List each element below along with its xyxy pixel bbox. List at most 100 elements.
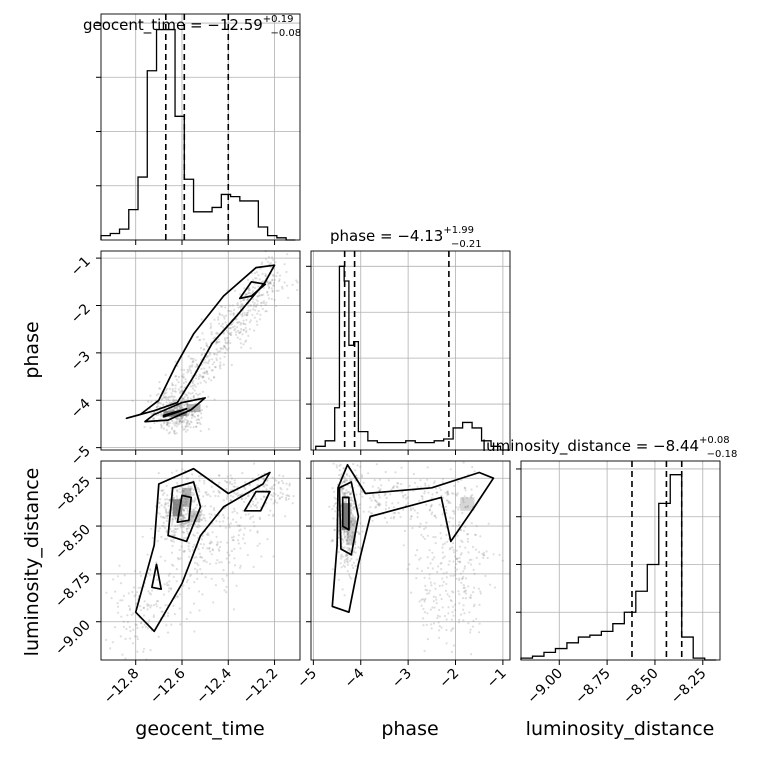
pair-1-sample-point: [253, 525, 256, 528]
pair-2-sample-point: [392, 511, 395, 515]
pair-0-sample-point: [193, 415, 196, 419]
pair-2-sample-point: [350, 502, 353, 505]
pair-2-sample-point: [346, 542, 350, 545]
pair-2-sample-point: [331, 487, 334, 490]
pair-0-sample-point: [239, 338, 242, 341]
pair-1-sample-point: [222, 513, 225, 517]
pair-1-sample-point: [267, 514, 270, 517]
pair-0-sample-point: [161, 413, 164, 416]
pair-0-sample-point: [195, 392, 198, 395]
pair-1-sample-point: [121, 653, 124, 656]
pair-0-sample-point: [165, 391, 168, 394]
pair-2-sample-point: [412, 473, 415, 476]
pair-0-sample-point: [205, 344, 208, 347]
pair-1-sample-point: [195, 571, 199, 574]
pair-0-sample-point: [242, 298, 246, 302]
pair-2-sample-point: [463, 590, 466, 594]
pair-2-sample-point: [347, 535, 350, 538]
pair-1-sample-point: [163, 492, 166, 495]
pair-2-sample-point: [404, 493, 407, 497]
pair-0-sample-point: [196, 364, 199, 367]
pair-2-sample-point: [439, 593, 442, 597]
pair-0-sample-point: [202, 375, 205, 379]
pair-2-sample-point: [346, 492, 349, 495]
pair-1-sample-point: [180, 517, 183, 521]
pair-2-sample-point: [443, 555, 446, 558]
pair-2-sample-point: [428, 509, 431, 512]
pair-2-sample-point: [439, 537, 443, 540]
pair-2-sample-point: [337, 536, 341, 539]
pair-1-sample-point: [200, 572, 203, 576]
pair-0-sample-point: [159, 414, 163, 417]
pair-2-sample-point: [350, 536, 354, 539]
pair-1-sample-point: [228, 482, 231, 485]
pair-2-sample-point: [352, 522, 355, 525]
pair-1-sample-point: [207, 493, 210, 496]
pair-2-sample-point: [454, 570, 457, 573]
pair-0-sample-point: [183, 418, 187, 421]
pair-0-sample-point: [192, 426, 195, 429]
pair-2-sample-point: [432, 535, 435, 539]
pair-0-sample-point: [187, 396, 190, 399]
pair-frame-2: [310, 460, 511, 661]
pair-2-sample-point: [349, 491, 352, 494]
pair-2-sample-point: [354, 519, 357, 522]
pair-1-sample-point: [180, 545, 183, 548]
pair-0-sample-point: [193, 383, 196, 386]
pair-0-sample-point: [196, 382, 199, 385]
pair-2-sample-point: [457, 524, 460, 527]
pair-1-sample-point: [239, 516, 243, 519]
pair-0-sample-point: [180, 390, 183, 393]
pair-2-sample-point: [345, 489, 348, 492]
pair-1-sample-point: [151, 536, 154, 540]
pair-0-sample-point: [194, 365, 197, 368]
pair-2-sample-point: [433, 556, 436, 559]
pair-2-sample-point: [341, 491, 344, 494]
pair-0-sample-point: [268, 287, 271, 290]
pair-2-sample-point: [441, 478, 444, 481]
pair-1-sample-point: [194, 567, 197, 571]
pair-1-sample-point: [136, 626, 139, 630]
pair-0-sample-point: [151, 417, 154, 420]
pair-0-sample-point: [246, 278, 250, 282]
pair-1-sample-point: [181, 522, 184, 525]
pair-2-sample-point: [426, 466, 429, 469]
pair-1-sample-point: [193, 500, 196, 503]
pair-2-sample-point: [464, 546, 467, 549]
pair-1-sample-point: [151, 589, 154, 592]
pair-1-sample-point: [272, 555, 275, 558]
pair-1-sample-point: [241, 509, 245, 512]
pair-0-sample-point: [218, 322, 221, 325]
pair-0-sample-point: [273, 298, 276, 302]
pair-2-sample-point: [478, 551, 481, 554]
pair-1-sample-point: [201, 593, 204, 596]
pair-0-sample-point: [191, 413, 195, 416]
pair-1-sample-point: [238, 566, 242, 570]
pair-2-sample-point: [350, 577, 353, 580]
pair-1-sample-point: [165, 531, 168, 534]
pair-0-sample-point: [254, 305, 257, 308]
pair-2-sample-point: [431, 493, 434, 496]
pair-1-sample-point: [210, 513, 213, 516]
pair-1-sample-point: [161, 493, 165, 496]
pair-2-sample-point: [354, 564, 357, 568]
pair-1-sample-point: [186, 524, 189, 528]
pair-0-sample-point: [252, 286, 255, 289]
pair-2-sample-point: [352, 549, 355, 552]
pair-2-sample-point: [460, 478, 463, 481]
pair-2-sample-point: [402, 496, 405, 499]
pair-1-sample-point: [179, 623, 182, 626]
pair-1-sample-point: [176, 557, 180, 560]
pair-1-sample-point: [174, 517, 177, 520]
pair-2-sample-point: [462, 570, 465, 573]
pair-1-sample-point: [148, 592, 151, 595]
pair-0-sample-point: [222, 315, 226, 318]
pair-0-sample-point: [253, 272, 257, 275]
pair-1-sample-point: [202, 514, 205, 517]
pair-1-sample-point: [274, 493, 277, 496]
pair-0-sample-point: [224, 306, 227, 309]
pair-2-sample-point: [362, 481, 365, 484]
pair-1-sample-point: [198, 590, 201, 593]
pair-0-sample-point: [265, 301, 268, 304]
